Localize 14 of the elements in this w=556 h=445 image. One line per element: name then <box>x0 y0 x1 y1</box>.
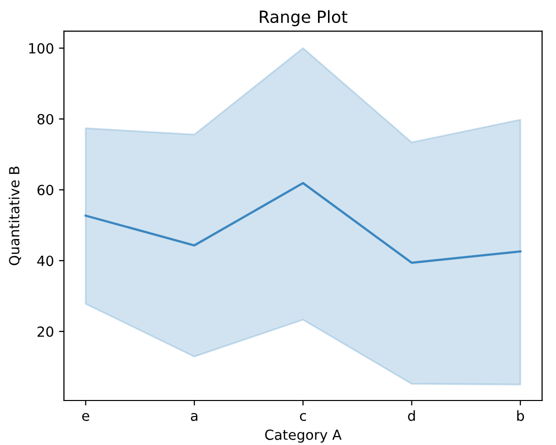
y-tick-label: 100 <box>29 43 54 54</box>
y-tick-label: 20 <box>38 326 54 337</box>
line-series <box>84 182 522 264</box>
x-tick-label: b <box>517 410 524 421</box>
chart-title: Range Plot <box>260 10 348 26</box>
x-tick-label: a <box>190 413 198 421</box>
y-tick-label: 60 <box>38 184 54 196</box>
y-tick-label: 80 <box>37 114 54 124</box>
y-axis-title: Quantitative B <box>8 166 22 266</box>
x-tick-label: d <box>408 410 415 421</box>
y-tick-label: 40 <box>37 256 54 266</box>
x-tick-label: c <box>300 413 306 421</box>
x-tick-label: e <box>82 413 90 421</box>
x-axis-title: Category A <box>265 429 342 443</box>
